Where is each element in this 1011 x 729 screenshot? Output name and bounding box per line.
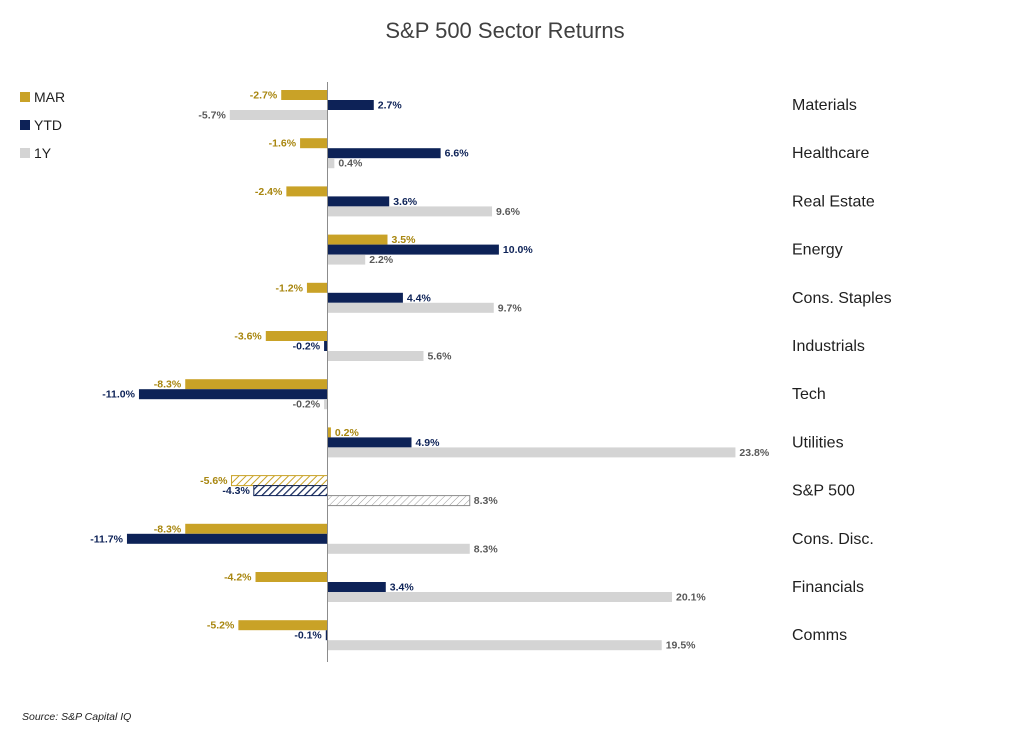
value-labels-layer: -2.7% 2.7% -5.7% -1.6% 6.6% 0.4% -2.4% 3.6% 9.6%… [90, 90, 770, 652]
category-labels-layer: Materials Healthcare Real Estate Energy Cons… [792, 97, 892, 644]
legend-swatch-mar [20, 92, 30, 102]
bar-mar-industrials [265, 331, 328, 341]
category-label-real-estate: Real Estate [792, 193, 875, 210]
bar-1y-energy [327, 254, 366, 265]
legend-swatch-1y [20, 148, 30, 158]
label-mar-materials: -2.7% [250, 90, 278, 102]
label-mar-cons-staples: -1.2% [275, 282, 303, 294]
bar-1y-cons-disc [327, 543, 470, 554]
legend-label-mar: MAR [34, 89, 65, 105]
bar-ytd-comms [325, 630, 328, 641]
label-ytd-real-estate: 3.6% [393, 196, 418, 208]
label-ytd-sandp-500: -4.3% [222, 485, 250, 497]
label-mar-sandp-500: -5.6% [200, 475, 228, 487]
label-ytd-energy: 10.0% [503, 244, 533, 256]
bar-mar-utilities [327, 427, 331, 438]
bar-ytd-sandp-500 [253, 485, 329, 497]
legend-label-1y: 1Y [34, 145, 52, 161]
label-ytd-cons-staples: 4.4% [407, 292, 432, 304]
category-label-energy: Energy [792, 242, 843, 259]
bar-mar-healthcare [300, 138, 328, 149]
label-1y-cons-staples: 9.7% [498, 302, 523, 314]
label-1y-real-estate: 9.6% [496, 206, 521, 218]
category-label-cons-staples: Cons. Staples [792, 290, 892, 307]
bar-1y-real-estate [327, 206, 493, 217]
label-1y-energy: 2.2% [369, 254, 394, 266]
label-mar-utilities: 0.2% [335, 427, 360, 439]
label-1y-sandp-500: 8.3% [474, 495, 499, 507]
bars-layer [126, 90, 736, 651]
bar-ytd-cons-staples [327, 292, 403, 303]
bar-1y-utilities [327, 447, 736, 458]
bar-mar-comms [238, 620, 328, 631]
bar-ytd-materials [327, 100, 374, 110]
label-mar-energy: 3.5% [391, 234, 416, 246]
bar-1y-industrials [327, 351, 424, 361]
legend-swatch-ytd [20, 120, 30, 130]
bar-1y-financials [327, 592, 673, 602]
bar-mar-materials [281, 90, 328, 100]
category-label-sandp-500: S&P 500 [792, 483, 855, 500]
label-mar-tech: -8.3% [154, 379, 182, 391]
label-1y-industrials: 5.6% [427, 351, 452, 363]
label-1y-financials: 20.1% [676, 592, 706, 604]
bar-ytd-utilities [327, 437, 412, 448]
legend-label-ytd: YTD [34, 117, 62, 133]
bar-ytd-cons-disc [126, 533, 328, 544]
label-mar-comms: -5.2% [207, 620, 235, 632]
label-ytd-materials: 2.7% [378, 100, 403, 112]
bar-1y-sandp-500 [327, 495, 471, 507]
bar-mar-cons-staples [306, 282, 328, 293]
category-label-financials: Financials [792, 579, 864, 596]
category-label-materials: Materials [792, 97, 857, 114]
label-ytd-utilities: 4.9% [415, 437, 440, 449]
label-1y-comms: 19.5% [666, 640, 696, 652]
label-mar-cons-disc: -8.3% [154, 523, 182, 535]
label-ytd-cons-disc: -11.7% [90, 533, 123, 545]
label-ytd-financials: 3.4% [390, 582, 415, 594]
label-mar-financials: -4.2% [224, 572, 252, 584]
bar-ytd-healthcare [327, 148, 441, 159]
bar-mar-cons-disc [185, 523, 328, 534]
category-label-healthcare: Healthcare [792, 145, 869, 162]
label-1y-healthcare: 0.4% [338, 158, 363, 170]
label-ytd-healthcare: 6.6% [445, 148, 470, 160]
bar-mar-sandp-500 [231, 475, 329, 487]
category-label-comms: Comms [792, 627, 847, 644]
bar-mar-financials [255, 572, 328, 582]
label-1y-tech: -0.2% [293, 399, 321, 411]
category-label-industrials: Industrials [792, 338, 865, 355]
label-ytd-comms: -0.1% [294, 630, 322, 642]
bar-1y-comms [327, 640, 662, 651]
chart-title: S&P 500 Sector Returns [385, 18, 624, 43]
bar-ytd-energy [327, 244, 499, 255]
bar-1y-materials [229, 110, 328, 120]
source-note: Source: S&P Capital IQ [22, 711, 131, 723]
category-label-tech: Tech [792, 386, 826, 403]
label-1y-cons-disc: 8.3% [474, 543, 499, 555]
label-mar-healthcare: -1.6% [269, 138, 297, 150]
label-mar-real-estate: -2.4% [255, 186, 283, 198]
bar-mar-energy [327, 234, 388, 245]
bar-ytd-financials [327, 582, 386, 592]
bar-ytd-real-estate [327, 196, 390, 207]
label-ytd-industrials: -0.2% [293, 341, 321, 353]
bar-1y-healthcare [327, 158, 335, 169]
chart-legend: MAR YTD 1Y [20, 89, 65, 161]
bar-ytd-industrials [324, 341, 328, 351]
bar-mar-tech [185, 379, 328, 390]
category-label-cons-disc: Cons. Disc. [792, 531, 874, 548]
label-1y-materials: -5.7% [198, 110, 226, 122]
label-ytd-tech: -11.0% [102, 389, 135, 401]
label-mar-industrials: -3.6% [234, 331, 262, 343]
bar-mar-real-estate [286, 186, 328, 197]
category-label-utilities: Utilities [792, 434, 844, 451]
bar-ytd-tech [138, 389, 328, 400]
bar-1y-cons-staples [327, 302, 494, 313]
bar-1y-tech [324, 399, 328, 410]
label-1y-utilities: 23.8% [739, 447, 769, 459]
